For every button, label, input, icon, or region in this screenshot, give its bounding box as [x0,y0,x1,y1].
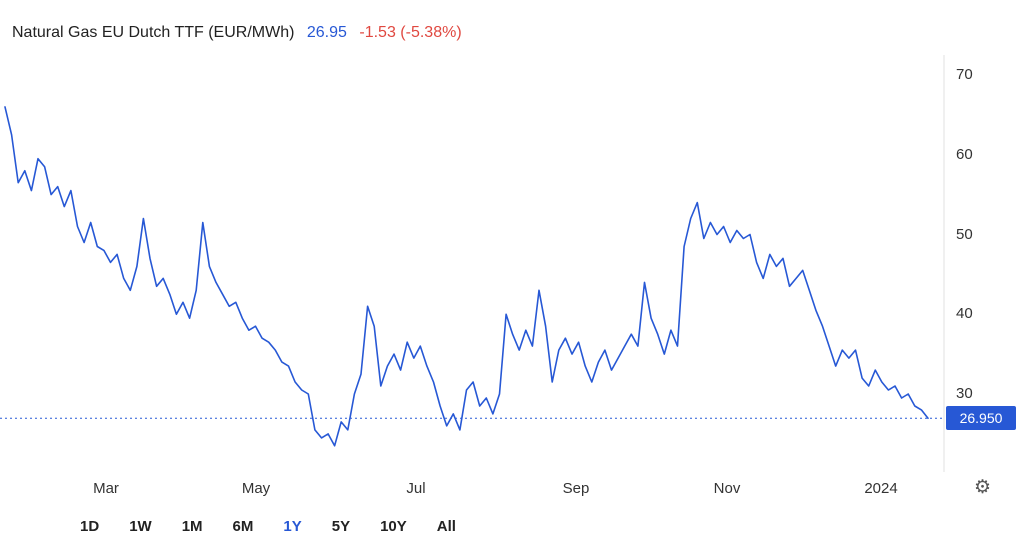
range-toolbar: 1D 1W 1M 6M 1Y 5Y 10Y All [78,516,458,537]
y-axis-tick: 70 [956,66,973,83]
x-axis-tick: Jul [406,480,426,497]
chart-header: Natural Gas EU Dutch TTF (EUR/MWh) 26.95… [12,24,462,42]
price-change: -1.53 (-5.38%) [359,24,462,41]
x-axis-tick: Sep [562,480,590,497]
range-button-5y[interactable]: 5Y [331,518,351,535]
price-badge: 26.950 [946,406,1016,430]
range-button-6m[interactable]: 6M [232,518,254,535]
last-price: 26.95 [306,24,347,41]
x-axis-tick: Nov [713,480,741,497]
x-axis-tick: Mar [93,480,119,497]
range-button-10y[interactable]: 10Y [380,518,407,535]
x-axis-tick: May [241,480,271,497]
y-axis-tick: 60 [956,146,973,163]
y-axis-tick: 40 [956,305,973,322]
price-line-series [4,106,929,447]
range-button-all[interactable]: All [436,518,456,535]
range-button-1w[interactable]: 1W [129,518,152,535]
settings-gear-icon[interactable]: ⚙ [974,477,992,498]
range-button-1d[interactable]: 1D [80,518,100,535]
x-axis-tick: 2024 [864,480,898,497]
chart-title: Natural Gas EU Dutch TTF (EUR/MWh) [12,24,295,41]
range-button-1m[interactable]: 1M [181,518,203,535]
range-button-1y[interactable]: 1Y [283,518,302,535]
y-axis-tick: 50 [956,226,973,243]
y-axis-tick: 30 [956,385,973,402]
